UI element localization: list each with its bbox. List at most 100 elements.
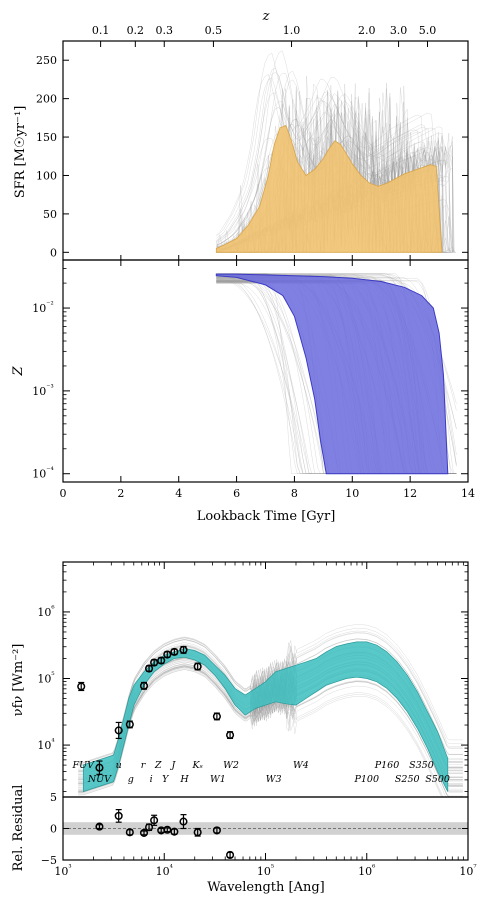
sed-data-point [125, 720, 134, 729]
sed-data-point [226, 731, 235, 740]
sed-filter-label: P160 [374, 760, 400, 771]
metallicity-frame [62, 259, 469, 483]
sed-data-point [150, 658, 159, 667]
sfh-sample-line [216, 92, 447, 253]
sed-sample-line [78, 638, 463, 766]
metallicity-ytick-label: 10⁻³ [32, 383, 53, 398]
sed-ytick-label: 10⁴ [37, 737, 54, 752]
sed-filter-label: W1 [210, 774, 226, 785]
metallicity-series-band [215, 273, 449, 475]
sfh-panel: 0 50 100 150 200 250 0.1 0.2 0.3 0.5 1.0 2.0 3.0 5.0 [36, 24, 469, 261]
sfh-plot-area [215, 50, 457, 254]
sed-data-point [114, 726, 123, 735]
sed-xlabel: Wavelength [Ang] [207, 880, 325, 895]
metallicity-xtick-label: 8 [291, 487, 298, 500]
sfh-sample-line [216, 52, 449, 253]
sed-filter-label: u [116, 760, 122, 771]
sfh-sample-line [216, 74, 447, 253]
residual-data-point [163, 825, 172, 834]
sed-sample-line [78, 667, 449, 797]
metallicity-ytick-label: 10⁻⁴ [32, 466, 53, 481]
sfh-top-tick-label: 3.0 [390, 24, 408, 37]
sed-filter-label: J [169, 760, 176, 771]
residual-data-point [145, 823, 154, 832]
sfh-ytick-label: 100 [36, 169, 57, 182]
sed-data-point [77, 682, 86, 691]
metallicity-xtick-label: 4 [175, 487, 182, 500]
sed-filter-label: NUV [87, 774, 112, 785]
residual-ytick-label: 0 [50, 823, 57, 836]
sfh-ytick-label: 200 [36, 93, 57, 106]
sfh-top-tick-label: 1.0 [283, 24, 301, 37]
residual-data-point [170, 827, 179, 836]
sed-filter-label: W3 [266, 774, 282, 785]
sfh-top-tick-label: 5.0 [419, 24, 437, 37]
metallicity-xtick-label: 2 [117, 487, 124, 500]
residual-ylabel: Rel. Residual [11, 785, 26, 872]
sed-data-point [145, 664, 154, 673]
sfh-series-area [215, 124, 443, 253]
sed-filter-label: S350 [409, 760, 434, 771]
residual-xtick-label: 10⁴ [156, 863, 173, 878]
sfh-ytick-label: 50 [43, 208, 57, 221]
sfh-ytick-label: 0 [50, 246, 57, 259]
top-axis-label: z [262, 9, 270, 24]
sfh-sample-line [216, 67, 452, 253]
sed-model-band [82, 641, 449, 793]
sfh-top-tick-label: 0.3 [156, 24, 174, 37]
residual-xtick-label: 10³ [54, 863, 71, 878]
sed-filter-label: S250 [395, 774, 420, 785]
residual-data-point [193, 828, 202, 837]
sfh-sample-line [216, 72, 455, 253]
sed-panel: FUV u r Z J Kₛ W2 W4 P160 S350 NUV g i Y H W1 W3 P100 S250… [37, 561, 469, 798]
metallicity-xlabel: Lookback Time [Gyr] [197, 509, 336, 524]
sed-filter-label: S500 [425, 774, 450, 785]
metallicity-xtick-label: 0 [60, 487, 67, 500]
sed-ytick-label: 10⁶ [37, 604, 54, 619]
sed-ytick-label: 10⁵ [37, 671, 54, 686]
metallicity-panel: 10⁻⁴ 10⁻³ 10⁻² 0 2 4 6 8 10 12 14 [32, 259, 475, 500]
residual-plot-area [63, 822, 468, 835]
residual-xtick-label: 10⁷ [459, 863, 476, 878]
sfh-sample-line [216, 50, 439, 253]
sed-filter-label: Z [154, 760, 162, 771]
sed-data-point [170, 647, 179, 656]
sfh-sample-line [216, 101, 447, 253]
sed-filter-label: P100 [353, 774, 379, 785]
residual-data-point [179, 817, 188, 826]
sfh-sample-line [216, 106, 443, 253]
residual-panel: −5 0 5 10³ 10⁴ 10⁵ 10⁶ 10⁷ [41, 791, 477, 878]
metallicity-xtick-label: 6 [233, 487, 240, 500]
metallicity-xtick-label: 14 [461, 487, 475, 500]
sed-data-point [193, 662, 202, 671]
residual-ytick-label: 5 [50, 791, 57, 804]
sfh-sample-line [216, 71, 453, 253]
sed-sample-line [78, 666, 463, 797]
residual-frame [62, 796, 469, 861]
sed-data-point [157, 656, 166, 665]
residual-data-point [95, 822, 104, 831]
sed-filter-label: Y [162, 774, 170, 785]
metallicity-plot-area [215, 273, 457, 475]
residual-data-point [114, 811, 123, 820]
sfh-ylabel: SFR [M☉yr⁻¹] [13, 106, 28, 199]
residual-ytick-label: −5 [41, 854, 57, 867]
sed-filter-label: i [150, 774, 153, 785]
sed-filter-label: H [179, 774, 189, 785]
sfh-top-tick-label: 0.5 [205, 24, 223, 37]
sed-filter-label: Kₛ [192, 760, 203, 771]
sfh-ytick-label: 150 [36, 131, 57, 144]
residual-xtick-label: 10⁵ [257, 863, 274, 878]
sed-filter-label: W4 [293, 760, 309, 771]
sfh-top-tick-label: 0.2 [127, 24, 145, 37]
sed-filter-label: FUV [72, 760, 96, 771]
sed-ylabel: νfν [Wm⁻²] [11, 644, 26, 717]
sed-data-point [179, 645, 188, 654]
sed-filter-label: r [141, 760, 147, 771]
residual-data-point [139, 828, 149, 837]
residual-xtick-label: 10⁶ [358, 863, 375, 878]
metallicity-xtick-label: 12 [403, 487, 417, 500]
residual-data-point [125, 828, 134, 837]
sed-data-point [95, 763, 104, 772]
